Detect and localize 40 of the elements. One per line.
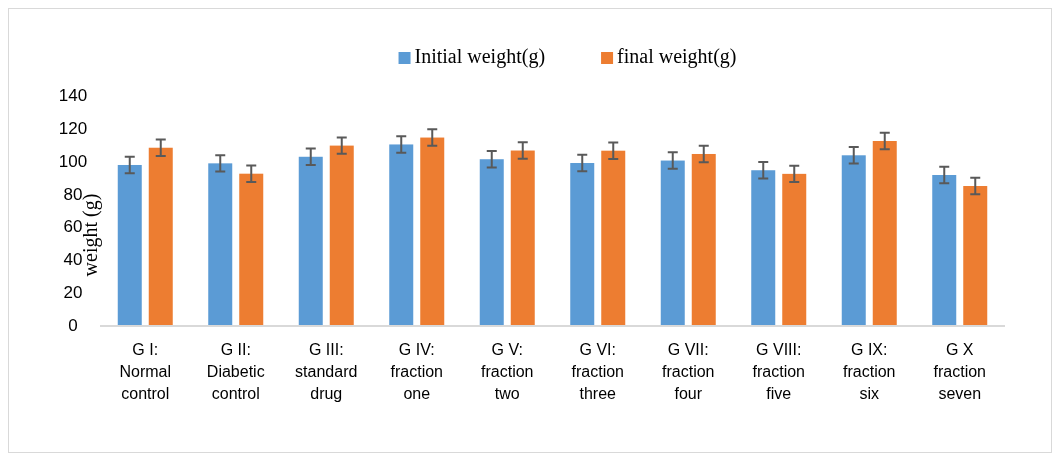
bar bbox=[932, 175, 957, 325]
bar bbox=[329, 145, 354, 325]
y-tick-label: 60 bbox=[63, 217, 83, 237]
bar bbox=[389, 144, 414, 325]
bar bbox=[298, 156, 323, 325]
bar bbox=[239, 173, 264, 325]
bar bbox=[117, 164, 142, 325]
legend-label: Initial weight(g) bbox=[414, 45, 546, 68]
bar bbox=[510, 150, 535, 325]
x-tick-label: G I: Normal control bbox=[119, 341, 172, 402]
bar bbox=[601, 150, 626, 325]
bar bbox=[420, 137, 445, 325]
x-tick-label: G VIII: fraction five bbox=[752, 341, 805, 402]
bar bbox=[148, 147, 173, 325]
x-tick-label: G IV: fraction one bbox=[390, 341, 443, 402]
x-tick-label: G II: Diabetic control bbox=[206, 341, 265, 402]
y-tick-label: 140 bbox=[58, 85, 88, 105]
x-tick-label: G IX: fraction six bbox=[843, 341, 896, 402]
y-tick-label: 0 bbox=[68, 315, 78, 335]
bar bbox=[208, 163, 233, 325]
x-tick-label: G VI: fraction three bbox=[571, 341, 624, 402]
x-tick-label: G III: standard drug bbox=[295, 341, 358, 402]
y-tick-label: 40 bbox=[63, 250, 83, 270]
bar bbox=[782, 173, 807, 325]
bar bbox=[479, 159, 504, 325]
y-tick-label: 120 bbox=[58, 118, 88, 138]
x-tick-label: G X fraction seven bbox=[933, 341, 986, 402]
bar bbox=[660, 160, 685, 325]
bar bbox=[963, 186, 988, 325]
y-tick-label: 80 bbox=[63, 184, 83, 204]
y-tick-label: 20 bbox=[63, 283, 83, 303]
x-tick-label: G V: fraction two bbox=[481, 341, 534, 402]
bar bbox=[751, 170, 776, 325]
legend-label: final weight(g) bbox=[617, 45, 737, 68]
bar bbox=[691, 153, 716, 325]
y-tick-label: 100 bbox=[58, 151, 88, 171]
x-tick-label: G VII: fraction four bbox=[662, 341, 715, 402]
bar bbox=[570, 163, 595, 325]
bar bbox=[872, 141, 897, 325]
bar bbox=[841, 155, 866, 325]
